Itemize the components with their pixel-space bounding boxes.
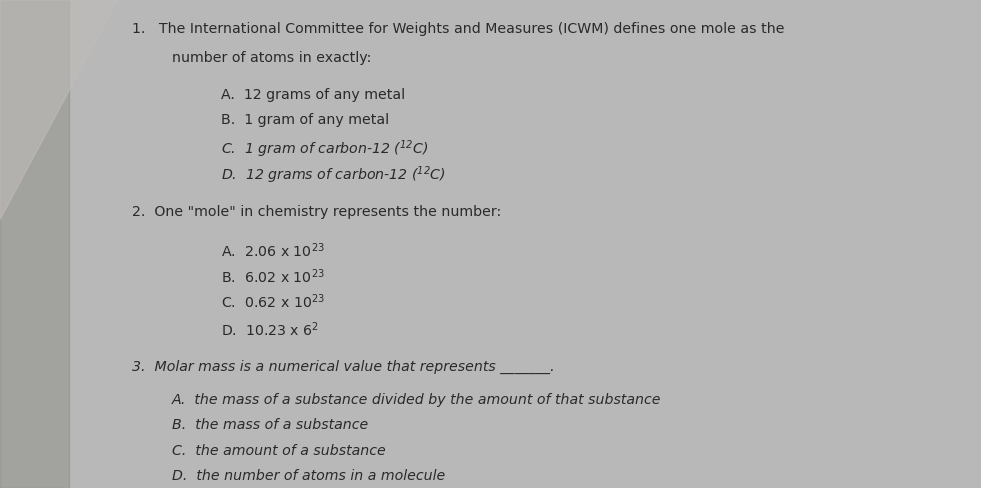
Text: number of atoms in exactly:: number of atoms in exactly: [172, 51, 371, 65]
Text: B.  the mass of a substance: B. the mass of a substance [172, 418, 368, 432]
Text: D.  12 grams of carbon-12 ($\mathregular{^{12}}$C): D. 12 grams of carbon-12 ($\mathregular{… [221, 164, 445, 185]
Text: B.  1 gram of any metal: B. 1 gram of any metal [221, 113, 388, 127]
Text: A.  2.06 x 10$\mathregular{^{23}}$: A. 2.06 x 10$\mathregular{^{23}}$ [221, 242, 325, 260]
Text: C.  the amount of a substance: C. the amount of a substance [172, 444, 386, 458]
Text: D.  the number of atoms in a molecule: D. the number of atoms in a molecule [172, 469, 445, 483]
Text: A.  12 grams of any metal: A. 12 grams of any metal [221, 88, 405, 102]
Bar [0, 0, 69, 488]
Text: 2.  One "mole" in chemistry represents the number:: 2. One "mole" in chemistry represents th… [132, 205, 501, 219]
Text: D.  10.23 x 6$\mathregular{^{2}}$: D. 10.23 x 6$\mathregular{^{2}}$ [221, 320, 319, 339]
Text: A.  the mass of a substance divided by the amount of that substance: A. the mass of a substance divided by th… [172, 393, 661, 407]
Text: C.  1 gram of carbon-12 ($\mathregular{^{12}}$C): C. 1 gram of carbon-12 ($\mathregular{^{… [221, 139, 429, 160]
Text: 3.  Molar mass is a numerical value that represents _______.: 3. Molar mass is a numerical value that … [132, 360, 555, 374]
Polygon shape [0, 0, 118, 220]
Text: 1.   The International Committee for Weights and Measures (ICWM) defines one mol: 1. The International Committee for Weigh… [132, 22, 785, 36]
Text: B.  6.02 x 10$\mathregular{^{23}}$: B. 6.02 x 10$\mathregular{^{23}}$ [221, 267, 325, 285]
Text: C.  0.62 x 10$\mathregular{^{23}}$: C. 0.62 x 10$\mathregular{^{23}}$ [221, 292, 325, 311]
